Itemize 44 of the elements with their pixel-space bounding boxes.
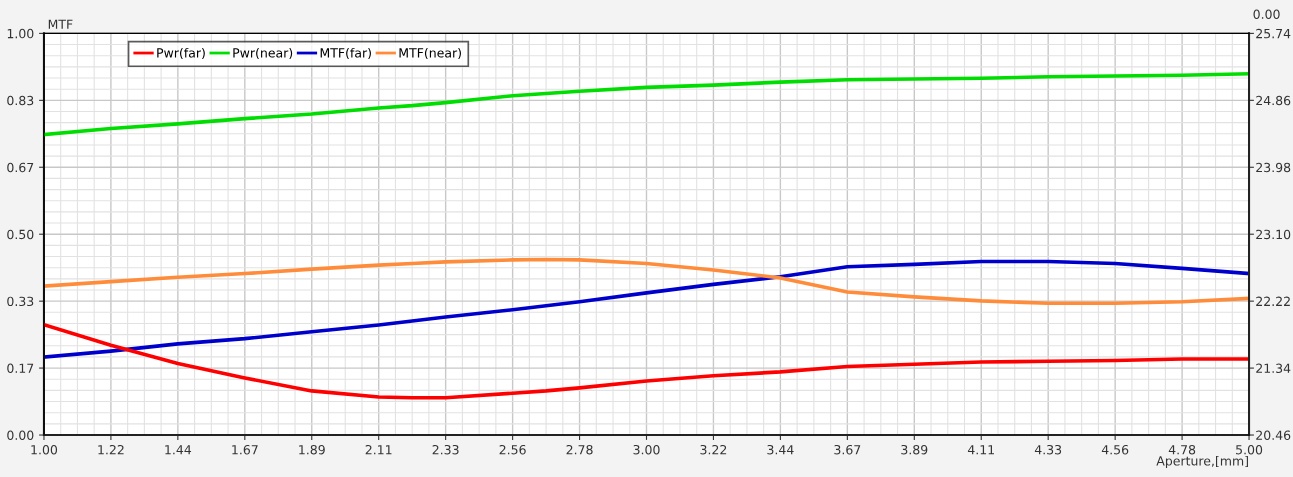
x-tick-label: 1.44 [165,445,192,455]
y2-tick-label: 24.86 [1256,95,1291,106]
x-tick-label: 2.78 [566,444,593,455]
y2-axis-title: 0.00 [1253,9,1280,19]
y-tick-label: 0.17 [7,363,34,373]
y2-tick-label: 23.98 [1256,162,1291,173]
x-tick-label: 4.33 [1034,444,1062,455]
x-tick-label: 4.56 [1101,444,1129,455]
x-tick-label: 1.00 [31,444,58,455]
y2-tick-label: 21.34 [1256,363,1291,374]
x-tick-label: 1.22 [98,444,124,455]
x-tick-label: 2.56 [499,444,526,455]
legend-label: Pwr(near) [233,47,293,60]
x-tick-label: 1.67 [232,444,258,455]
legend-label: Pwr(far) [157,47,205,60]
y-tick-label: 1.00 [7,28,34,39]
y-tick-label: 0.50 [7,229,34,240]
y2-tick-label: 25.74 [1256,28,1291,39]
y-tick-label: 0.33 [7,296,34,307]
x-tick-label: 3.22 [700,444,727,455]
x-tick-label: 3.67 [834,444,861,455]
x-axis-title: Aperture,[mm] [1156,455,1248,469]
line-series [43,259,1250,359]
y2-tick-label: 23.10 [1256,229,1291,240]
x-tick-label: 3.00 [633,444,660,455]
x-tick-label: 4.78 [1168,444,1196,455]
line-series [43,257,1250,306]
x-tick-label: 5.00 [1236,444,1263,455]
y-tick-label: 0.83 [7,95,34,106]
x-tick-label: 1.89 [299,444,325,455]
line-series [43,322,1250,400]
line-series [43,71,1250,137]
y-tick-label: 0.00 [7,430,34,440]
y2-tick-label: 22.22 [1256,296,1290,306]
legend-label: MTF(far) [320,47,371,60]
y-tick-label: 0.67 [7,162,34,173]
y2-tick-label: 20.46 [1256,430,1291,440]
legend-label: MTF(near) [399,47,461,60]
x-tick-label: 3.89 [901,444,928,455]
x-tick-label: 3.44 [767,444,794,455]
x-tick-label: 2.11 [365,444,392,455]
y-axis-title: MTF [48,19,73,29]
x-tick-label: 2.33 [432,444,459,455]
x-tick-label: 4.11 [967,445,994,455]
